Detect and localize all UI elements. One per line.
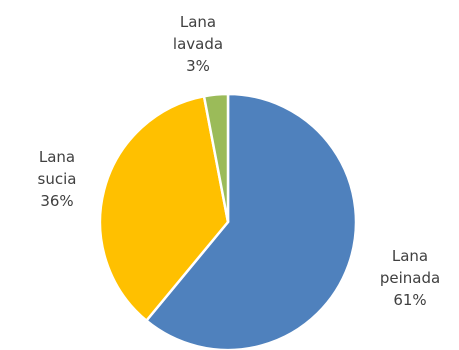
pie-slices — [98, 92, 358, 350]
pie-slice-lana-peinada — [145, 92, 358, 350]
pie-labels: Lana peinada 61% Lana sucia 36% Lana lavada 3% — [38, 13, 441, 309]
slice-category-label: sucia — [38, 170, 77, 188]
pie-slice-lana-sucia — [98, 95, 230, 322]
slice-category-label: Lana — [180, 13, 216, 31]
slice-value-label: 61% — [393, 291, 426, 309]
slice-category-label: peinada — [380, 269, 440, 287]
slice-value-label: 3% — [186, 57, 210, 75]
pie-slice-lana-lavada — [202, 92, 230, 224]
slice-value-label: 36% — [40, 192, 73, 210]
slice-category-label: lavada — [173, 35, 223, 53]
slice-label: Lana lavada 3% — [173, 13, 223, 75]
slice-label: Lana sucia 36% — [38, 148, 77, 210]
slice-label: Lana peinada 61% — [380, 247, 440, 309]
slice-category-label: Lana — [39, 148, 75, 166]
slice-category-label: Lana — [392, 247, 428, 265]
